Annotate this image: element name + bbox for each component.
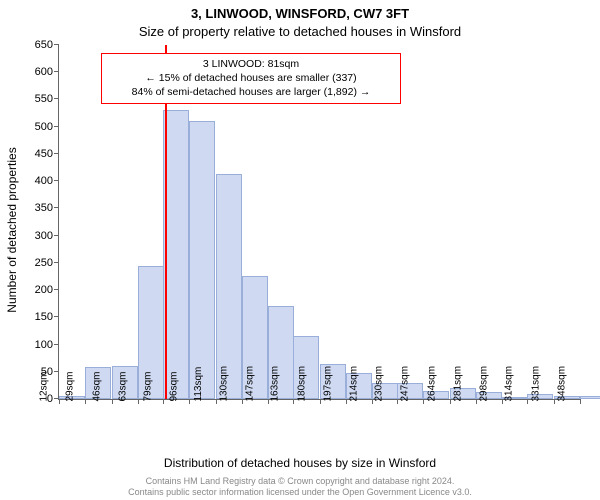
x-tick-label: 130sqm — [219, 366, 230, 402]
x-tick-label: 29sqm — [65, 371, 76, 401]
y-tick-label: 200 — [23, 284, 53, 296]
x-tick-label: 163sqm — [270, 366, 281, 402]
annotation-line2: ← 15% of detached houses are smaller (33… — [108, 71, 394, 85]
x-tick-label: 113sqm — [193, 367, 204, 402]
y-tick-mark — [54, 316, 59, 317]
footer-attribution: Contains HM Land Registry data © Crown c… — [0, 476, 600, 498]
chart-container: 3, LINWOOD, WINSFORD, CW7 3FT Size of pr… — [0, 0, 600, 500]
y-tick-label: 550 — [23, 93, 53, 105]
x-tick-label: 331sqm — [530, 366, 541, 402]
y-tick-label: 350 — [23, 202, 53, 214]
annotation-box: 3 LINWOOD: 81sqm← 15% of detached houses… — [101, 53, 401, 104]
x-tick-mark — [59, 399, 60, 404]
x-tick-label: 63sqm — [118, 371, 129, 401]
y-tick-mark — [54, 207, 59, 208]
x-tick-mark — [85, 399, 86, 404]
y-tick-mark — [54, 235, 59, 236]
y-tick-mark — [54, 71, 59, 72]
x-tick-mark — [397, 399, 398, 404]
y-tick-label: 400 — [23, 175, 53, 187]
x-tick-label: 147sqm — [245, 366, 256, 402]
y-tick-mark — [54, 262, 59, 263]
x-tick-label: 247sqm — [400, 366, 411, 402]
plot-area: 0501001502002503003504004505005506006501… — [58, 45, 580, 400]
y-tick-mark — [54, 98, 59, 99]
footer-line1: Contains HM Land Registry data © Crown c… — [0, 476, 600, 487]
x-tick-label: 96sqm — [169, 371, 180, 401]
x-tick-mark — [320, 399, 321, 404]
y-tick-label: 500 — [23, 121, 53, 133]
y-tick-label: 150 — [23, 311, 53, 323]
x-tick-mark — [580, 399, 581, 404]
x-tick-mark — [476, 399, 477, 404]
y-tick-label: 650 — [23, 39, 53, 51]
y-tick-mark — [54, 371, 59, 372]
x-tick-mark — [554, 399, 555, 404]
x-tick-label: 348sqm — [557, 366, 568, 402]
chart-title-address: 3, LINWOOD, WINSFORD, CW7 3FT — [0, 6, 600, 21]
y-tick-mark — [54, 289, 59, 290]
y-tick-mark — [54, 153, 59, 154]
x-tick-mark — [423, 399, 424, 404]
x-tick-label: 180sqm — [296, 366, 307, 402]
x-tick-label: 197sqm — [323, 366, 334, 402]
x-tick-mark — [242, 399, 243, 404]
x-tick-mark — [112, 399, 113, 404]
x-tick-label: 314sqm — [504, 366, 515, 402]
annotation-line3: 84% of semi-detached houses are larger (… — [108, 85, 394, 99]
y-tick-mark — [54, 44, 59, 45]
footer-line2: Contains public sector information licen… — [0, 487, 600, 498]
x-axis-label: Distribution of detached houses by size … — [0, 456, 600, 470]
x-tick-mark — [450, 399, 451, 404]
chart-title-description: Size of property relative to detached ho… — [0, 24, 600, 39]
x-tick-mark — [527, 399, 528, 404]
y-tick-label: 100 — [23, 339, 53, 351]
x-tick-label: 214sqm — [349, 366, 360, 402]
x-tick-mark — [216, 399, 217, 404]
y-tick-label: 450 — [23, 148, 53, 160]
x-tick-mark — [138, 399, 139, 404]
y-tick-mark — [54, 344, 59, 345]
y-tick-mark — [54, 126, 59, 127]
x-tick-label: 79sqm — [142, 371, 153, 401]
x-tick-mark — [346, 399, 347, 404]
x-tick-label: 46sqm — [91, 371, 102, 401]
x-tick-mark — [293, 399, 294, 404]
x-tick-label: 230sqm — [374, 366, 385, 402]
x-tick-mark — [189, 399, 190, 404]
y-tick-label: 250 — [23, 257, 53, 269]
x-tick-label: 12sqm — [38, 371, 49, 401]
x-tick-label: 298sqm — [479, 366, 490, 402]
x-tick-label: 281sqm — [453, 366, 464, 402]
y-tick-label: 300 — [23, 230, 53, 242]
x-tick-mark — [163, 399, 164, 404]
histogram-bar — [189, 121, 215, 399]
histogram-bar — [580, 396, 600, 399]
y-axis-label: Number of detached properties — [5, 147, 19, 312]
y-tick-label: 600 — [23, 66, 53, 78]
x-tick-label: 264sqm — [426, 366, 437, 402]
annotation-line1: 3 LINWOOD: 81sqm — [108, 57, 394, 71]
y-tick-mark — [54, 180, 59, 181]
